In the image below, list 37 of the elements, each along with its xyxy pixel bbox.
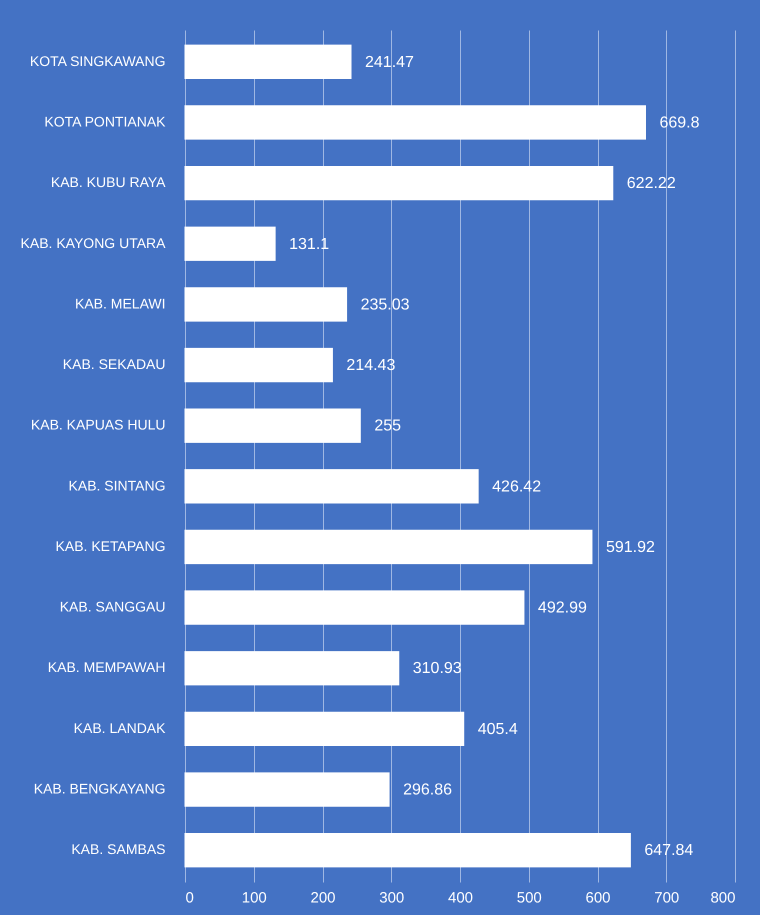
data-label: 591.92 [606, 538, 655, 556]
x-tick-label: 800 [710, 890, 736, 906]
y-tick-label: KAB. SANGGAU [60, 598, 166, 615]
y-tick-label: KAB. KETAPANG [56, 538, 166, 554]
y-tick-label: KAB. KUBU RAYA [50, 174, 166, 190]
data-label: 492.99 [538, 600, 587, 617]
y-tick-label: KAB. KAPUAS HULU [30, 416, 166, 433]
y-tick-label: KAB. BENGKAYANG [34, 780, 166, 797]
y-tick-label: KAB. MEMPAWAH [48, 659, 166, 676]
data-label: 214.43 [346, 357, 396, 374]
data-label: 405.4 [478, 720, 518, 738]
x-tick-label: 400 [448, 890, 474, 906]
data-label: 235.03 [360, 296, 410, 314]
x-tick-label: 300 [379, 890, 404, 906]
x-tick-label: 600 [585, 890, 611, 906]
data-label: 647.84 [644, 842, 694, 860]
data-label: 296.86 [403, 782, 452, 799]
data-label: 622.22 [626, 175, 676, 192]
x-tick-label: 200 [310, 890, 336, 906]
y-tick-label: KOTA PONTIANAK [44, 113, 166, 130]
y-tick-label: KAB. KAYONG UTARA [20, 234, 166, 251]
y-tick-label: KAB. SEKADAU [62, 356, 166, 372]
y-tick-label: KAB. LANDAK [74, 720, 166, 736]
data-label: 669.8 [659, 114, 700, 132]
y-tick-label: KAB. MELAWI [74, 295, 166, 312]
data-label: 255 [374, 418, 402, 435]
data-label: 131.1 [289, 236, 330, 253]
x-tick-label: 500 [516, 890, 542, 906]
data-label: 241.47 [365, 54, 414, 71]
data-label: 310.93 [412, 660, 462, 678]
data-label: 426.42 [492, 478, 542, 496]
y-tick-label: KAB. SINTANG [68, 477, 166, 494]
x-tick-label: 0 [186, 890, 194, 906]
x-tick-label: 700 [654, 890, 680, 906]
y-tick-label: KAB. SAMBAS [71, 841, 166, 858]
y-tick-label: KOTA SINGKAWANG [30, 52, 166, 69]
x-tick-label: 100 [242, 890, 267, 906]
